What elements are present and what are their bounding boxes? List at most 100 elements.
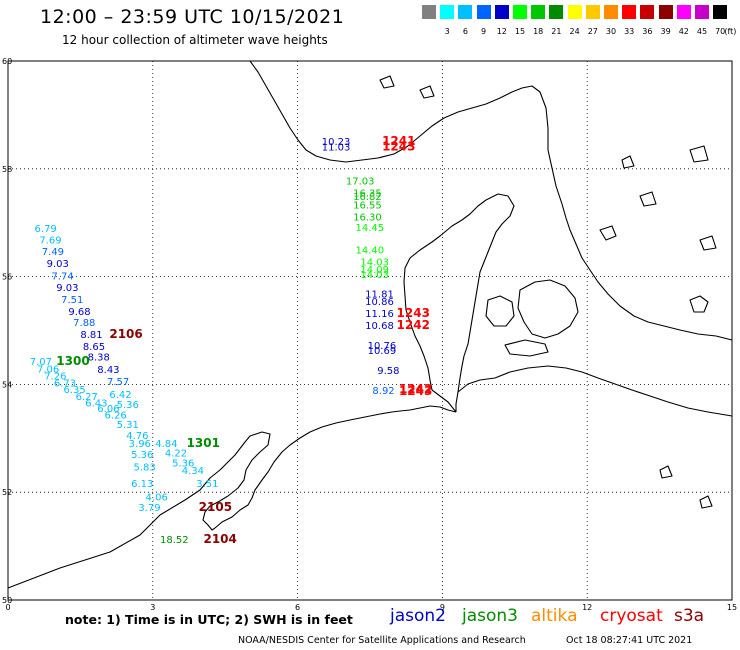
wave-height-value: 6.73 (54, 379, 76, 390)
pass-time-label: 1243 (397, 306, 430, 320)
lake-5 (699, 235, 717, 251)
observation-labels: 6.797.697.499.037.749.037.519.687.888.81… (30, 137, 400, 546)
axis-tick-labels: 0 3 6 9 12 15 50 52 54 56 58 60 (2, 57, 737, 612)
scale-swatch (658, 5, 673, 19)
scale-swatch (585, 5, 600, 19)
scale-swatch (440, 5, 455, 19)
scale-swatch (640, 5, 655, 19)
wave-height-value: 3.96 (129, 439, 151, 450)
wave-height-value: 8.92 (372, 386, 394, 397)
wave-height-value: 3.79 (138, 503, 160, 514)
scale-label: 42 (678, 27, 689, 36)
legend-jason3: jason3 (462, 606, 518, 626)
pass-time-label: 1242 (397, 318, 430, 332)
lolland-coastline (504, 339, 549, 357)
scale-label: 3 (444, 27, 450, 36)
wave-height-value: 14.45 (356, 223, 385, 234)
longitude-tick-label: 6 (295, 603, 300, 612)
longitude-tick-label: 9 (440, 603, 445, 612)
wave-height-value: 6.43 (85, 398, 107, 409)
scale-swatch (549, 5, 564, 19)
wave-height-value: 6.26 (105, 410, 127, 421)
pass-time-label: 2104 (203, 532, 236, 546)
wave-height-value: 5.83 (133, 463, 155, 474)
wave-height-value: 6.13 (131, 479, 153, 490)
coastlines (7, 60, 733, 589)
legend-cryosat: cryosat (600, 606, 663, 626)
wave-height-value: 7.88 (73, 318, 95, 329)
pass-time-label: 2106 (109, 327, 142, 341)
scale-swatch (458, 5, 473, 19)
wave-height-value: 5.31 (117, 420, 139, 431)
scale-label: 30 (605, 27, 617, 36)
scale-label: 6 (462, 27, 468, 36)
scale-swatch (494, 5, 509, 19)
legend-s3a: s3a (674, 606, 705, 626)
map-frame (7, 60, 733, 601)
wave-height-value: 4.34 (182, 466, 204, 477)
credit-text: NOAA/NESDIS Center for Satellite Applica… (238, 635, 526, 646)
wave-height-value: 8.43 (97, 365, 119, 376)
legend-jason2: jason2 (390, 606, 446, 626)
zealand-coastline (517, 279, 579, 339)
wave-height-value: 8.81 (80, 330, 102, 341)
wave-height-value: 14.03 (360, 270, 389, 281)
wave-height-value: 7.49 (42, 247, 64, 258)
lake-3 (689, 145, 709, 163)
wave-height-value: 11.81 (365, 290, 394, 301)
wave-height-value: 10.69 (368, 346, 397, 357)
longitude-tick-label: 3 (150, 603, 155, 612)
wave-height-value: 4.76 (126, 431, 148, 442)
wave-height-value: 6.35 (64, 385, 86, 396)
map-subtitle: 12 hour collection of altimeter wave hei… (62, 33, 328, 47)
scale-swatch (695, 5, 709, 19)
lake-1 (599, 225, 617, 241)
scale-label: 24 (569, 27, 580, 36)
scale-swatch (422, 5, 436, 19)
scale-swatch (513, 5, 527, 19)
wave-height-value: 4.06 (146, 492, 168, 503)
scale-swatch (531, 5, 546, 19)
scale-label: 15 (514, 27, 526, 36)
pass-time-label: 1300 (56, 354, 89, 368)
scale-swatch (604, 5, 618, 19)
graticule (8, 61, 732, 600)
scale-swatch (622, 5, 637, 19)
latitude-tick-label: 54 (2, 380, 12, 389)
lake-8 (659, 465, 673, 479)
norway-coastline (249, 60, 549, 163)
pass-time-label: 1242 (399, 382, 432, 396)
wave-height-value: 10.23 (322, 137, 351, 148)
legend-altika: altika (531, 606, 578, 626)
latitude-tick-label: 60 (2, 57, 12, 66)
wave-height-value: 7.74 (51, 271, 73, 282)
footer-note: note: 1) Time is in UTC; 2) SWH is in fe… (65, 612, 353, 627)
longitude-tick-label: 15 (727, 603, 737, 612)
latitude-tick-label: 56 (2, 273, 12, 282)
pass-time-labels: 1241124321061300124312421242124313012105… (56, 134, 432, 546)
wave-height-value: 10.68 (365, 321, 394, 332)
wave-height-value: 16.55 (353, 201, 382, 212)
scale-swatch (676, 5, 691, 19)
wave-height-value: 9.03 (56, 283, 78, 294)
wave-height-value: 5.36 (131, 450, 153, 461)
wave-height-value: 11.03 (322, 142, 351, 153)
wave-height-value: 4.22 (165, 449, 187, 460)
bornholm-coastline (689, 295, 709, 313)
scale-label: 18 (533, 27, 544, 36)
wave-height-value: 7.06 (37, 365, 59, 376)
wave-height-value: 7.69 (39, 236, 61, 247)
wave-height-value: 5.36 (172, 458, 194, 469)
timestamp-text: Oct 18 08:27:41 UTC 2021 (566, 635, 693, 646)
wave-height-value: 7.51 (61, 295, 83, 306)
map-title: 12:00 – 23:59 UTC 10/15/2021 (40, 6, 345, 28)
pass-time-label: 1241 (382, 134, 415, 148)
pass-time-label: 1243 (382, 139, 415, 153)
wave-height-value: 16.82 (353, 192, 382, 203)
lake-7 (419, 85, 435, 99)
wave-height-value: 7.26 (44, 372, 66, 383)
scale-label: 12 (496, 27, 507, 36)
wave-height-value: 6.06 (97, 404, 119, 415)
wave-height-value: 17.03 (346, 176, 375, 187)
